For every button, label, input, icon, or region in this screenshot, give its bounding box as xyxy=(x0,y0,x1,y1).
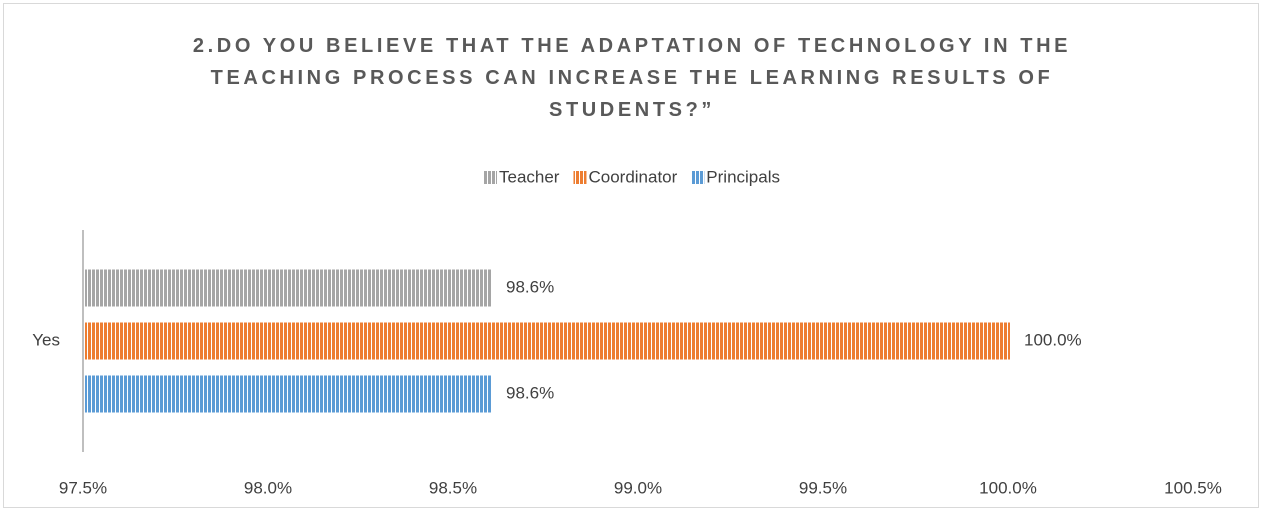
legend-swatch xyxy=(483,171,497,184)
legend-swatch xyxy=(573,171,587,184)
bar xyxy=(85,375,492,413)
legend-swatch xyxy=(691,171,705,184)
x-tick-label: 97.5% xyxy=(59,478,107,497)
bar xyxy=(85,269,492,307)
data-label: 98.6% xyxy=(506,277,554,296)
y-tick-label: Yes xyxy=(32,330,60,349)
x-tick-label: 100.5% xyxy=(1164,478,1222,497)
x-tick-label: 100.0% xyxy=(979,478,1037,497)
x-tick-label: 99.5% xyxy=(799,478,847,497)
x-tick-label: 99.0% xyxy=(614,478,662,497)
data-label: 98.6% xyxy=(506,383,554,402)
legend-label: Principals xyxy=(706,167,780,186)
legend-label: Teacher xyxy=(499,167,560,186)
chart-title: 2.DO YOU BELIEVE THAT THE ADAPTATION OF … xyxy=(192,35,1072,121)
x-tick-label: 98.5% xyxy=(429,478,477,497)
x-tick-label: 98.0% xyxy=(244,478,292,497)
data-label: 100.0% xyxy=(1024,330,1082,349)
bar xyxy=(85,322,1010,360)
legend-label: Coordinator xyxy=(588,167,677,186)
chart-frame xyxy=(3,3,1259,508)
